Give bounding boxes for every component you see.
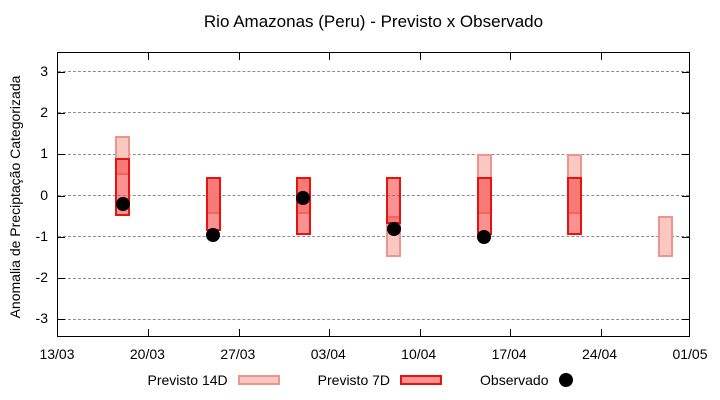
y-tick-left--2 — [58, 278, 65, 280]
y-tick-left--3 — [58, 319, 65, 321]
y-tick-right-3 — [682, 71, 689, 73]
x-tick-top-24/04 — [600, 53, 602, 60]
y-tick-right-0 — [682, 195, 689, 197]
x-tick-top-20/03 — [148, 53, 150, 60]
box-previsto-7d-08/04 — [386, 176, 402, 225]
x-tick-label-20/03: 20/03 — [129, 346, 165, 362]
x-tick-bottom-03/04 — [329, 329, 331, 336]
x-tick-bottom-10/04 — [419, 329, 421, 336]
legend-entry-previsto-14d: Previsto 14D — [148, 372, 280, 388]
observado-dot-15/04 — [477, 229, 492, 244]
x-tick-label-27/03: 27/03 — [220, 346, 256, 362]
box-previsto-7d-01/04 — [295, 176, 311, 235]
x-tick-bottom-17/04 — [510, 329, 512, 336]
y-tick-label-0: 0 — [40, 186, 48, 203]
y-tick-left-1 — [58, 154, 65, 156]
y-tick-right--1 — [682, 236, 689, 238]
legend-dot-observado — [558, 373, 573, 387]
gridline-y-0 — [58, 195, 689, 196]
x-tick-label-01/05: 01/05 — [672, 346, 708, 362]
y-tick-label--2: -2 — [35, 269, 48, 286]
gridline-y--3 — [58, 318, 689, 320]
x-tick-top-27/03 — [238, 53, 240, 60]
y-tick-label--3: -3 — [35, 310, 48, 327]
box-previsto-7d-25/03 — [205, 176, 221, 231]
x-tick-label-17/04: 17/04 — [491, 346, 527, 362]
x-tick-label-24/04: 24/04 — [582, 346, 618, 362]
legend-label-observado: Observado — [480, 372, 549, 388]
x-tick-bottom-24/04 — [600, 329, 602, 336]
observado-dot-25/03 — [206, 227, 221, 242]
x-tick-top-17/04 — [510, 53, 512, 60]
y-tick-label-3: 3 — [40, 62, 48, 79]
box-previsto-7d-22/04 — [567, 176, 583, 235]
gridline-y-2 — [58, 112, 689, 114]
x-tick-label-03/04: 03/04 — [310, 346, 346, 362]
x-tick-label-13/03: 13/03 — [39, 346, 75, 362]
gridline-y--2 — [58, 277, 689, 279]
gridline-y-3 — [58, 71, 689, 73]
y-tick-left--1 — [58, 236, 65, 238]
legend-swatch-previsto-7d — [400, 375, 443, 385]
x-tick-label-10/04: 10/04 — [401, 346, 437, 362]
box-previsto-14d-29/04 — [657, 216, 673, 258]
legend-entry-observado: Observado — [480, 372, 573, 388]
y-tick-left-0 — [58, 195, 65, 197]
gridline-y--1 — [58, 236, 689, 238]
gridline-y-1 — [58, 153, 689, 155]
legend-entry-previsto-7d: Previsto 7D — [317, 372, 443, 388]
legend: Previsto 14D Previsto 7D Observado — [0, 372, 720, 388]
box-previsto-7d-15/04 — [476, 176, 492, 235]
x-tick-top-03/04 — [329, 53, 331, 60]
y-tick-label-2: 2 — [40, 103, 48, 120]
x-tick-bottom-20/03 — [148, 329, 150, 336]
y-tick-label-1: 1 — [40, 145, 48, 162]
y-tick-right--2 — [682, 278, 689, 280]
legend-swatch-previsto-14d — [237, 375, 280, 385]
y-tick-right-2 — [682, 112, 689, 114]
legend-label-previsto-14d: Previsto 14D — [147, 372, 228, 388]
observado-dot-08/04 — [386, 221, 401, 236]
chart-title: Rio Amazonas (Peru) - Previsto x Observa… — [203, 12, 544, 31]
y-tick-right--3 — [682, 319, 689, 321]
y-tick-left-3 — [58, 71, 65, 73]
y-tick-right-1 — [682, 154, 689, 156]
observado-dot-18/03 — [115, 196, 130, 211]
x-tick-bottom-27/03 — [238, 329, 240, 336]
y-tick-left-2 — [58, 112, 65, 114]
legend-label-previsto-7d: Previsto 7D — [317, 372, 391, 388]
x-tick-top-10/04 — [419, 53, 421, 60]
y-tick-label--1: -1 — [35, 227, 48, 244]
plot-area — [57, 52, 690, 337]
observado-dot-01/04 — [296, 190, 311, 205]
